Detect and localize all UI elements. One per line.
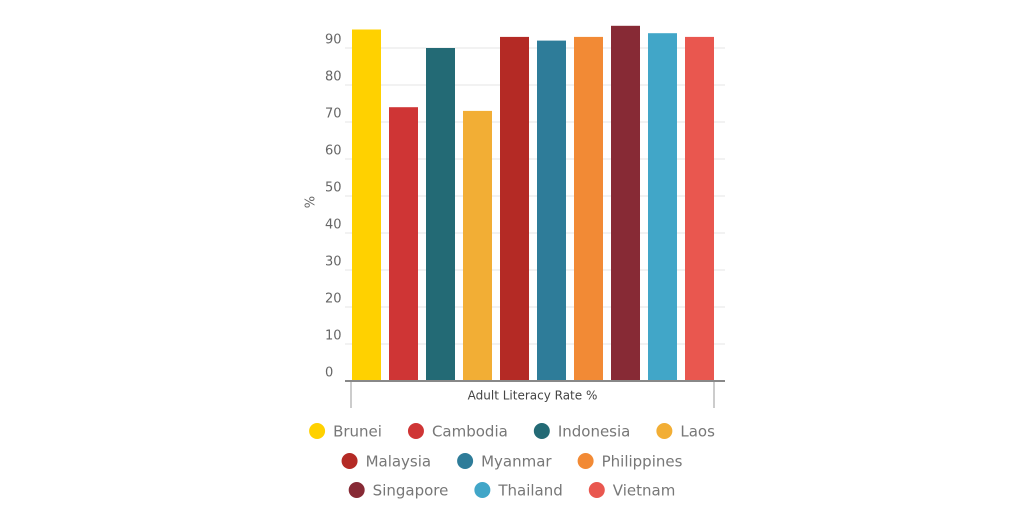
y-tick-label: 40 — [325, 218, 342, 233]
bar — [611, 25, 640, 382]
legend-label: Thailand — [497, 482, 562, 500]
legend-label: Myanmar — [481, 453, 552, 471]
legend-marker — [457, 453, 474, 469]
x-tick-label: Adult Literacy Rate % — [468, 389, 598, 403]
bar — [500, 36, 529, 382]
legend-label: Cambodia — [432, 423, 508, 441]
y-tick-label: 10 — [325, 329, 342, 344]
y-tick-label: 20 — [325, 292, 342, 307]
y-tick-label: 50 — [325, 181, 342, 196]
bar — [648, 33, 677, 381]
legend-marker — [348, 482, 365, 498]
legend-marker — [341, 453, 358, 469]
y-tick-label: 0 — [325, 366, 333, 381]
y-axis-label: % — [304, 196, 319, 208]
legend-label: Philippines — [602, 453, 683, 471]
bar — [426, 48, 455, 381]
y-tick-label: 60 — [325, 144, 342, 159]
legend-label: Laos — [680, 423, 715, 441]
y-tick-label: 90 — [325, 33, 342, 48]
bar — [463, 110, 492, 382]
legend-marker — [407, 423, 424, 439]
bar — [389, 107, 418, 381]
legend-marker — [588, 482, 605, 498]
legend-marker — [309, 423, 326, 439]
bar — [352, 29, 381, 381]
bar — [574, 36, 603, 382]
legend-label: Indonesia — [558, 423, 631, 441]
legend-marker — [474, 482, 491, 498]
legend-label: Malaysia — [366, 453, 432, 471]
bar — [537, 40, 566, 381]
bar — [685, 36, 714, 382]
y-tick-label: 70 — [325, 107, 342, 122]
legend-label: Brunei — [333, 423, 382, 441]
y-tick-label: 80 — [325, 70, 342, 85]
legend-marker — [656, 423, 673, 439]
legend-label: Vietnam — [613, 482, 676, 500]
legend-label: Singapore — [373, 482, 449, 500]
y-tick-label: 30 — [325, 255, 342, 270]
legend-marker — [577, 453, 594, 469]
legend-marker — [533, 423, 550, 439]
